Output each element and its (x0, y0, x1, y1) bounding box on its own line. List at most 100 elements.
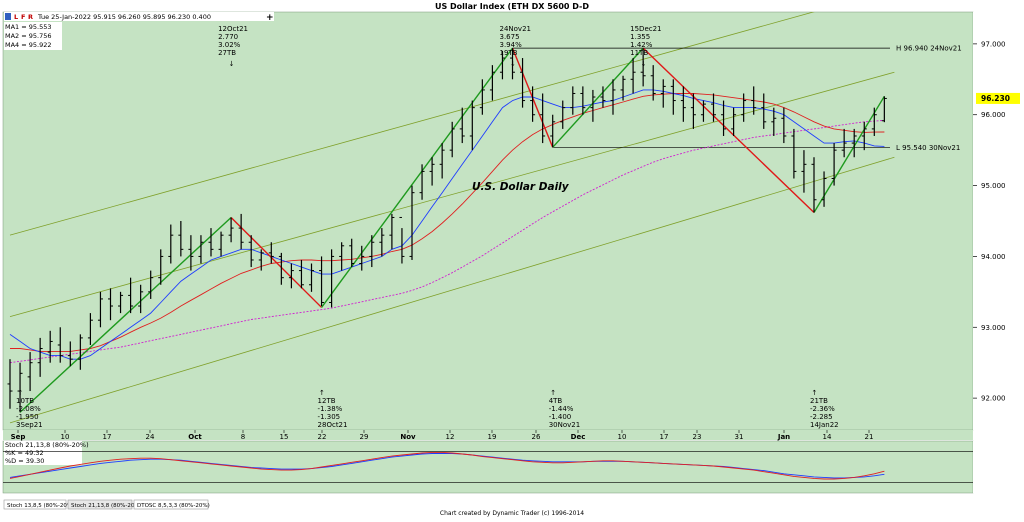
last-price-box (976, 92, 1020, 104)
ohlc-bar (429, 157, 435, 186)
date-tick-label: Oct (188, 433, 202, 441)
ohlc-readout: Tue 25-Jan-2022 95.915 96.260 95.895 96.… (37, 13, 211, 21)
ohlc-info-strip (4, 12, 274, 21)
ohlc-bar (711, 93, 716, 122)
menu-letter-l[interactable]: L (14, 13, 18, 21)
swing-high-annotation-3: 11TB (630, 49, 648, 57)
indicator-tab-1-label: Stoch 13,8,5 (80%-20%) (7, 503, 74, 509)
ohlc-bar (228, 217, 234, 243)
date-tick-label: 10 (618, 433, 627, 441)
ohlc-bar (339, 242, 345, 271)
date-tick-label: 8 (241, 433, 245, 441)
ohlc-bar (811, 157, 817, 213)
price-axis-ticks: 92.000 93.000 94.000 95.000 96.000 97.000 (973, 40, 1006, 403)
swing-low-annotation-2: -1.305 (318, 413, 341, 421)
ohlc-bar (288, 263, 294, 289)
ohlc-bar (600, 86, 606, 108)
ohlc-bar (771, 107, 777, 136)
ohlc-bar (57, 327, 63, 363)
ohlc-bar (87, 313, 93, 345)
ohlc-bar (208, 228, 214, 257)
price-tick-label: 95.000 (981, 182, 1006, 190)
indicator-tab-1[interactable]: Stoch 13,8,5 (80%-20%) (3, 499, 74, 510)
price-tick-label: 93.000 (981, 324, 1006, 332)
ohlc-bar (198, 235, 204, 264)
date-tick-label: 31 (735, 433, 744, 441)
swing-segment (552, 47, 644, 148)
price-tick-label: 96.000 (981, 111, 1006, 119)
swing-high-annotation-2: 3.675 (500, 33, 520, 41)
date-tick-label: 14 (823, 433, 832, 441)
date-axis (3, 430, 973, 440)
ohlc-bar (349, 238, 355, 268)
date-tick-label: 15 (280, 433, 289, 441)
ohlc-bar (560, 100, 566, 129)
swing-high-annotation-1: 12Oct21 (218, 25, 248, 33)
ohlc-bar (831, 143, 837, 186)
ohlc-bar (389, 213, 395, 250)
ohlc-bar (680, 86, 686, 122)
swing-low-annotation-1: 10TB (16, 397, 34, 405)
ohlc-bar (640, 48, 646, 87)
channel-line-2 (9, 71, 895, 318)
date-tick-label: 19 (488, 433, 497, 441)
up-arrow-icon: ↑ (550, 389, 556, 397)
ohlc-bar (128, 277, 134, 314)
swing-low-annotation-4: -2.36% (810, 405, 835, 413)
ohlc-bar (700, 100, 706, 122)
menu-letter-f[interactable]: F (21, 13, 25, 21)
swing-low-annotation-3: 30Nov21 (549, 421, 580, 429)
ma1-line (9, 89, 885, 360)
date-tick-label: Sep (11, 433, 26, 441)
ohlc-bar (108, 288, 113, 321)
ohlc-bar (610, 79, 616, 115)
ohlc-bar (47, 330, 53, 363)
ohlc-bar (550, 114, 556, 148)
swing-low-annotation-4: 21TB (810, 397, 828, 405)
ohlc-bar (841, 128, 847, 158)
swing-low-annotation-3: -1.44% (549, 405, 574, 413)
ohlc-bar (801, 150, 807, 193)
swing-low-annotation-1: 3Sep21 (16, 421, 43, 429)
date-tick-label: 24 (146, 433, 155, 441)
indicator-tab-3[interactable]: DTOSC 8,5,3,3 (80%-20%) (133, 499, 210, 510)
ohlc-bar (399, 216, 405, 264)
ohlc-bar (459, 107, 465, 144)
menu-letter-r[interactable]: R (28, 13, 33, 21)
swing-low-annotation-2: 28Oct21 (318, 421, 348, 429)
channel-line-1 (9, 12, 815, 236)
menu-icon[interactable] (5, 13, 11, 20)
ohlc-bar (329, 249, 335, 308)
stoch-plot (3, 451, 973, 483)
ohlc-bar (419, 164, 425, 200)
ohlc-bar (670, 79, 676, 115)
ohlc-bar (871, 107, 877, 136)
swing-segment (642, 47, 815, 214)
ohlc-bar (530, 86, 536, 122)
ma1-label: MA1 = 95.553 (5, 23, 52, 31)
ohlc-bar (379, 228, 385, 257)
ohlc-bar (620, 75, 626, 101)
date-tick-label: 29 (360, 433, 369, 441)
swing-high-annotation-1: 3.02% (218, 41, 241, 49)
swing-low-annotation-4: -2.285 (810, 413, 833, 421)
ohlc-bar (580, 86, 586, 115)
ohlc-bar (761, 93, 767, 129)
ohlc-bar (510, 48, 515, 80)
swing-high-annotation-2: 3.94% (500, 41, 523, 49)
ohlc-bar (791, 128, 797, 179)
date-tick-label: 22 (318, 433, 327, 441)
plus-icon[interactable]: + (266, 13, 274, 23)
indicator-tab-2[interactable]: Stoch 21,13,8 (80%-20%) (67, 499, 142, 510)
swing-segment (19, 216, 232, 413)
ohlc-bar (439, 143, 445, 179)
ohlc-bar (851, 128, 857, 158)
ohlc-bar (650, 65, 656, 101)
ohlc-bar (77, 334, 83, 370)
ma2-line (10, 93, 885, 352)
ohlc-bar (781, 107, 787, 144)
ohlc-bar (7, 359, 13, 409)
ohlc-bar (369, 235, 375, 268)
price-panel (2, 11, 974, 431)
